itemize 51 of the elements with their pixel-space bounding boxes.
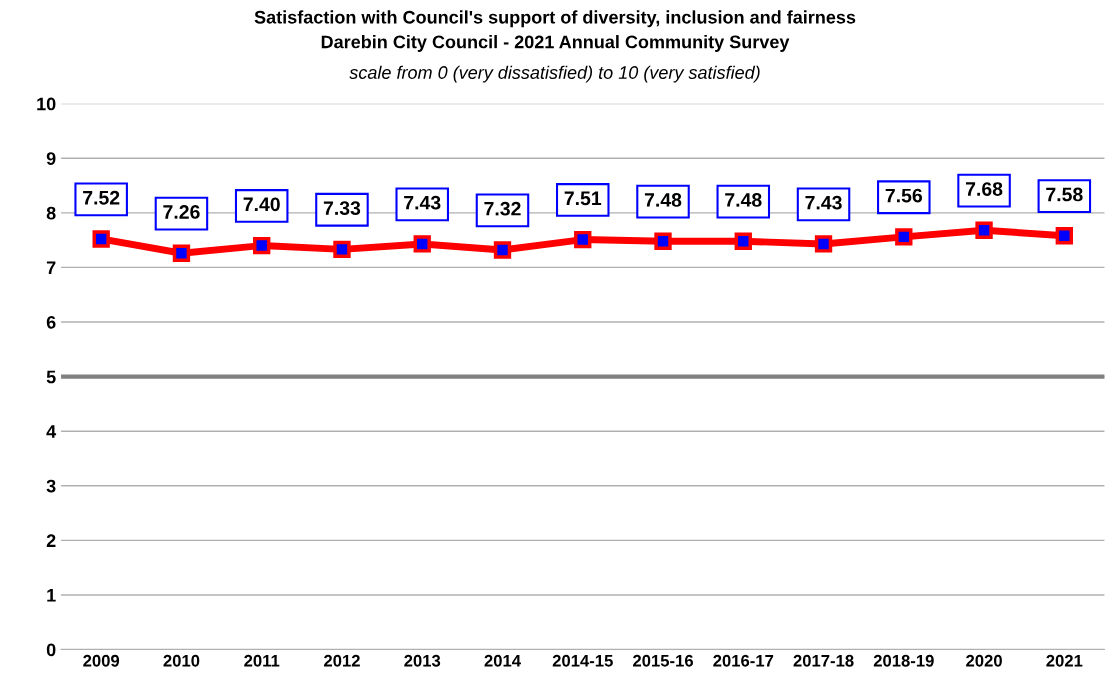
x-tick-label: 2009 bbox=[83, 654, 120, 667]
data-label: 7.43 bbox=[805, 195, 842, 210]
y-tick-label: 9 bbox=[46, 152, 56, 165]
y-tick-label: 3 bbox=[46, 479, 56, 493]
point bbox=[333, 240, 351, 259]
data-label: 7.51 bbox=[564, 191, 602, 206]
point bbox=[172, 244, 191, 262]
data-label: 7.68 bbox=[965, 182, 1003, 196]
x-tick-label: 2012 bbox=[324, 654, 360, 667]
data-label: 7.26 bbox=[163, 205, 200, 219]
data-label: 7.52 bbox=[83, 190, 120, 205]
x-tick-label: 2021 bbox=[1046, 654, 1083, 667]
data-label: 7.40 bbox=[243, 197, 280, 212]
x-tick-label: 2018-19 bbox=[873, 654, 934, 667]
x-tick-label: 2014-15 bbox=[552, 654, 613, 667]
data-label: 7.32 bbox=[484, 201, 521, 216]
point bbox=[734, 232, 752, 250]
point bbox=[413, 235, 431, 253]
x-tick-label: 2010 bbox=[163, 654, 200, 667]
x-tick-label: 2011 bbox=[244, 654, 280, 667]
y-tick-label: 0 bbox=[46, 643, 56, 657]
y-tick-label: 1 bbox=[47, 589, 56, 602]
data-label: 7.56 bbox=[885, 188, 923, 203]
y-tick-label: 4 bbox=[46, 425, 57, 438]
point bbox=[814, 235, 833, 253]
point bbox=[895, 228, 913, 246]
point bbox=[92, 230, 110, 248]
data-label: 7.43 bbox=[404, 195, 441, 210]
x-tick-label: 2016-17 bbox=[713, 654, 774, 667]
x-tick-label: 2017-18 bbox=[793, 654, 854, 667]
data-label: 7.33 bbox=[323, 201, 361, 216]
point bbox=[1055, 227, 1073, 245]
y-tick-label: 2 bbox=[46, 534, 56, 547]
point bbox=[975, 221, 993, 239]
data-label: 7.48 bbox=[644, 193, 682, 207]
y-tick-label: 5 bbox=[46, 370, 56, 384]
y-tick-label: 7 bbox=[46, 261, 56, 274]
y-tick-label: 6 bbox=[46, 315, 56, 329]
point bbox=[654, 232, 672, 250]
data-label: 7.58 bbox=[1046, 187, 1083, 202]
chart-subtitle: scale from 0 (very dissatisfied) to 10 (very satisfied) bbox=[349, 65, 760, 83]
data-label: 7.48 bbox=[725, 193, 762, 207]
point bbox=[574, 230, 592, 249]
point bbox=[493, 241, 512, 259]
point bbox=[253, 236, 271, 255]
x-tick-label: 2013 bbox=[404, 654, 441, 667]
x-tick-label: 2014 bbox=[484, 654, 521, 667]
y-tick-label: 8 bbox=[46, 206, 56, 220]
x-tick-label: 2020 bbox=[966, 654, 1002, 667]
x-tick-label: 2015-16 bbox=[633, 654, 693, 667]
y-tick-label: 10 bbox=[37, 97, 56, 111]
